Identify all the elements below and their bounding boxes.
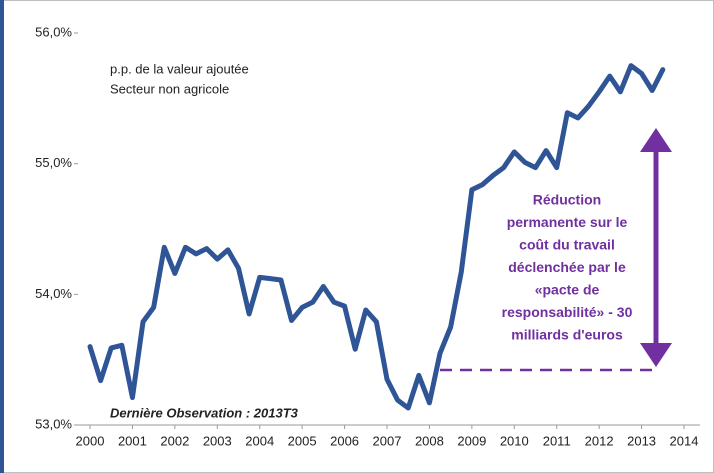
callout-line: Réduction xyxy=(533,192,601,208)
x-tick-label: 2005 xyxy=(288,433,317,448)
x-tick-label: 2012 xyxy=(585,433,614,448)
x-tick-label: 2010 xyxy=(500,433,529,448)
x-tick-label: 2003 xyxy=(203,433,232,448)
callout-line: milliards d'euros xyxy=(511,327,623,343)
x-tick-label: 2014 xyxy=(670,433,699,448)
y-tick-label: 54,0% xyxy=(35,286,72,301)
y-tick-label: 55,0% xyxy=(35,155,72,170)
footnote: Dernière Observation : 2013T3 xyxy=(110,405,299,420)
x-tick-label: 2013 xyxy=(627,433,656,448)
callout-line: responsabilité» - 30 xyxy=(502,304,633,320)
callout: Réduction permanente sur le coût du travai… xyxy=(502,192,633,343)
callout-line: permanente sur le xyxy=(507,214,628,230)
left-bar xyxy=(0,0,4,473)
annotation: Secteur non agricole xyxy=(110,81,229,96)
x-tick-label: 2008 xyxy=(415,433,444,448)
callout-line: coût du travail xyxy=(519,237,615,253)
x-tick-label: 2011 xyxy=(543,433,571,448)
callout-line: «pacte de xyxy=(535,282,600,298)
arrow-head xyxy=(640,343,672,367)
x-tick-label: 2007 xyxy=(373,433,402,448)
x-tick-label: 2001 xyxy=(118,433,147,448)
x-tick-label: 2006 xyxy=(330,433,359,448)
x-tick-label: 2004 xyxy=(245,433,274,448)
callout-line: déclenchée par le xyxy=(508,259,626,275)
x-tick-label: 2009 xyxy=(457,433,486,448)
y-tick-label: 53,0% xyxy=(35,416,72,431)
y-tick-label: 56,0% xyxy=(35,24,72,39)
x-tick-label: 2000 xyxy=(76,433,105,448)
annotation: p.p. de la valeur ajoutée xyxy=(110,61,249,76)
line xyxy=(87,63,666,411)
x-tick-label: 2002 xyxy=(160,433,189,448)
arrow-head xyxy=(640,128,672,152)
